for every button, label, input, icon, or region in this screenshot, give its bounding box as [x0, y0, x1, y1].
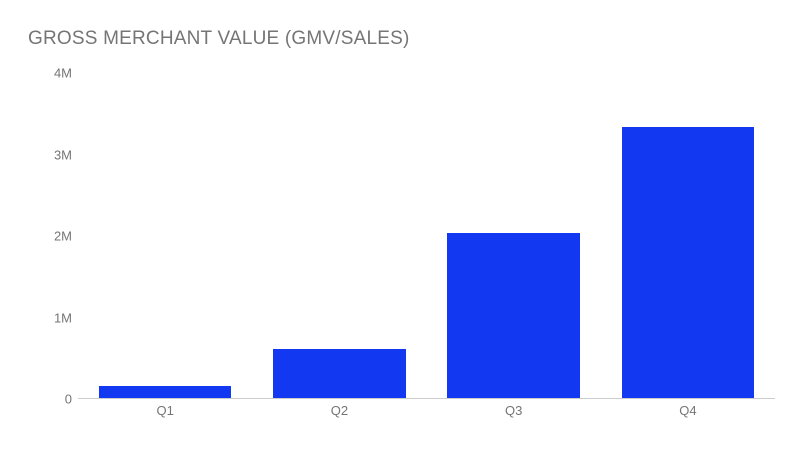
- x-axis-tick-label-q3: Q3: [504, 403, 523, 418]
- x-axis-tick-label-q2: Q2: [330, 403, 349, 418]
- y-axis: 0 1M 2M 3M 4M: [0, 66, 72, 407]
- chart-title: GROSS MERCHANT VALUE (GMV/SALES): [28, 28, 410, 49]
- bar-slot-q2: [252, 73, 426, 398]
- bar-slot-q3: [427, 73, 601, 398]
- x-axis-tick-label-q1: Q1: [156, 403, 174, 418]
- y-axis-tick-label: 4M: [53, 65, 72, 81]
- plot-area: [78, 73, 775, 399]
- x-axis-tick-label-q4: Q4: [679, 403, 697, 418]
- bar-q4: [621, 126, 755, 398]
- y-axis-tick-label: 1M: [53, 310, 72, 325]
- y-axis-tick-label: 2M: [53, 228, 72, 244]
- y-axis-tick-label: 0: [64, 391, 72, 407]
- bar-slot-q4: [601, 73, 775, 398]
- bar-q3: [447, 233, 580, 398]
- bar-q2: [273, 349, 406, 398]
- x-axis: Q1 Q2 Q3 Q4: [78, 403, 775, 418]
- bar-slot-q1: [78, 73, 252, 398]
- bar-q1: [98, 385, 232, 398]
- y-axis-tick-label: 3M: [53, 147, 72, 162]
